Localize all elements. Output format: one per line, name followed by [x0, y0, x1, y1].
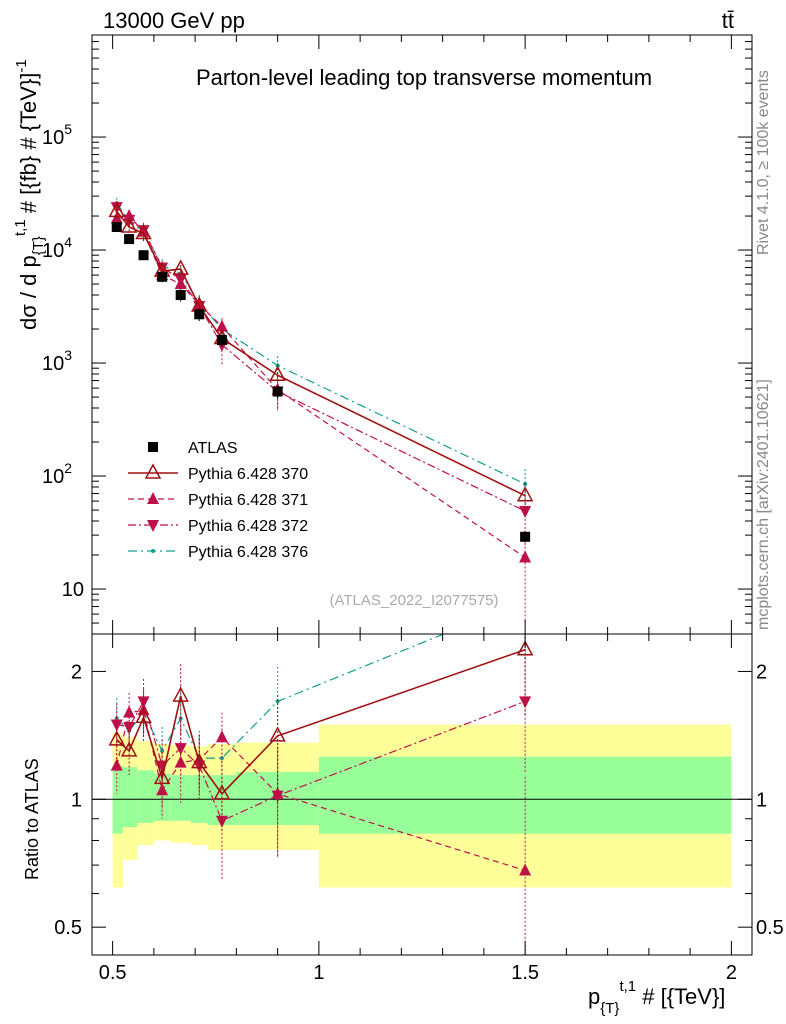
legend-item-p376: Pythia 6.428 376 [128, 544, 308, 561]
point-p371 [215, 319, 228, 332]
ratio-point-p371 [174, 755, 187, 768]
ratio-point-p370 [120, 741, 138, 757]
source-text: mcplots.cern.ch [arXiv:2401.10621] [755, 379, 772, 630]
ratio-point-p370 [269, 726, 286, 742]
point-data [216, 334, 227, 345]
ratio-frame [91, 633, 753, 956]
y-tick-label: 105 [42, 121, 72, 149]
ratio-point-p370 [190, 753, 208, 769]
line-p376 [116, 202, 526, 485]
legend-label: Pythia 6.428 370 [188, 466, 308, 483]
ratio-point-p370 [153, 768, 171, 785]
rivet-version-text: Rivet 4.1.0, ≥ 100k events [755, 70, 772, 255]
point-p372 [110, 202, 123, 215]
point-data [194, 309, 205, 320]
point-p370 [108, 201, 126, 218]
ratio-point-p371 [215, 730, 228, 743]
point-p370 [516, 486, 534, 502]
legend-item-p370: Pythia 6.428 370 [128, 463, 308, 483]
point-data [124, 234, 135, 245]
ratio-series-p370 [108, 634, 534, 834]
legend-marker [147, 520, 159, 532]
series-data [111, 221, 531, 543]
point-p370 [135, 223, 152, 240]
legend-label: Pythia 6.428 376 [188, 544, 308, 561]
y-tick-label: 102 [42, 460, 72, 488]
point-data [111, 221, 122, 232]
legend-item-data: ATLAS [148, 440, 238, 457]
ratio-y-tick-label-right: 2 [756, 661, 767, 683]
x-tick-label: 2 [726, 962, 737, 984]
ratio-y-tick-label: 0.5 [54, 917, 82, 939]
ratio-point-p376 [160, 748, 165, 753]
analysis-id: (ATLAS_2022_I2077575) [329, 592, 498, 609]
ratio-point-p371 [123, 705, 136, 718]
point-data [157, 271, 168, 282]
legend-label: Pythia 6.428 372 [188, 518, 308, 535]
point-data [175, 290, 186, 301]
line-p370 [116, 210, 526, 497]
y-tick-label: 10 [62, 579, 84, 601]
ratio-y-tick-label-right: 0.5 [756, 917, 784, 939]
legend: ATLAS Pythia 6.428 370 Pythia 6.428 371 Pyt… [128, 440, 308, 561]
ratio-line-p370 [116, 648, 526, 796]
legend-marker [151, 549, 155, 553]
point-p371 [137, 224, 150, 237]
legend-marker [144, 463, 162, 479]
series-p372 [110, 201, 532, 547]
ratio-y-tick-label: 1 [71, 789, 82, 811]
ratio-point-p370 [516, 640, 534, 656]
ratio-point-p371 [110, 758, 123, 771]
svg-text:dσ / d p{T}t,1 # [{fb} # {TeV}: dσ / d p{T}t,1 # [{fb} # {TeV}]-1 [12, 59, 47, 330]
x-axis-label: p{T}t,1 # [{TeV}] [588, 978, 725, 1017]
legend-marker [147, 492, 159, 504]
point-p371 [519, 550, 532, 563]
ratio-point-p370 [135, 707, 152, 724]
point-data [520, 531, 531, 542]
ratio-panel: 0.5 0.5 1 1 2 2 0.5 1 1.5 2 [54, 633, 784, 984]
point-p370 [120, 217, 138, 233]
point-p370 [269, 365, 286, 381]
legend-marker [148, 442, 158, 452]
band-inner [137, 770, 154, 823]
x-tick-label: 1.5 [511, 962, 539, 984]
energy-label: 13000 GeV pp [103, 8, 245, 33]
legend-item-p372: Pythia 6.428 372 [128, 518, 308, 535]
ratio-point-p372 [174, 743, 187, 756]
plot-title: Parton-level leading top transverse mome… [196, 65, 652, 90]
point-data [272, 386, 283, 397]
ratio-point-p376 [275, 699, 280, 704]
ratio-point-p371 [271, 786, 284, 799]
legend-label: Pythia 6.428 371 [188, 492, 308, 509]
ratio-y-tick-label-right: 1 [756, 789, 767, 811]
legend-label: ATLAS [188, 440, 238, 457]
svg-text:p{T}t,1 # [{TeV}]: p{T}t,1 # [{TeV}] [588, 978, 725, 1017]
point-p370 [172, 259, 189, 275]
series-p371 [110, 209, 532, 624]
ratio-point-p370 [108, 730, 126, 746]
y-tick-label: 103 [42, 347, 72, 375]
ratio-y-axis-label: Ratio to ATLAS [22, 758, 42, 880]
x-tick-label: 1 [313, 962, 324, 984]
ratio-point-p370 [213, 784, 231, 800]
band-inner [122, 767, 138, 828]
uncertainty-bands [112, 724, 732, 888]
process-label: tt̄ [722, 8, 734, 33]
point-p371 [174, 277, 187, 290]
main-y-axis-label: dσ / d p{T}t,1 # [{fb} # {TeV}]-1 [12, 59, 47, 330]
point-data [138, 250, 149, 261]
series-p370 [108, 201, 534, 514]
point-p371 [123, 209, 136, 222]
ratio-point-p370 [172, 686, 189, 702]
series-p376 [114, 197, 528, 506]
ratio-point-p371 [519, 863, 532, 876]
ratio-y-tick-label: 2 [71, 661, 82, 683]
x-tick-label: 0.5 [99, 962, 127, 984]
legend-item-p371: Pythia 6.428 371 [128, 492, 308, 509]
